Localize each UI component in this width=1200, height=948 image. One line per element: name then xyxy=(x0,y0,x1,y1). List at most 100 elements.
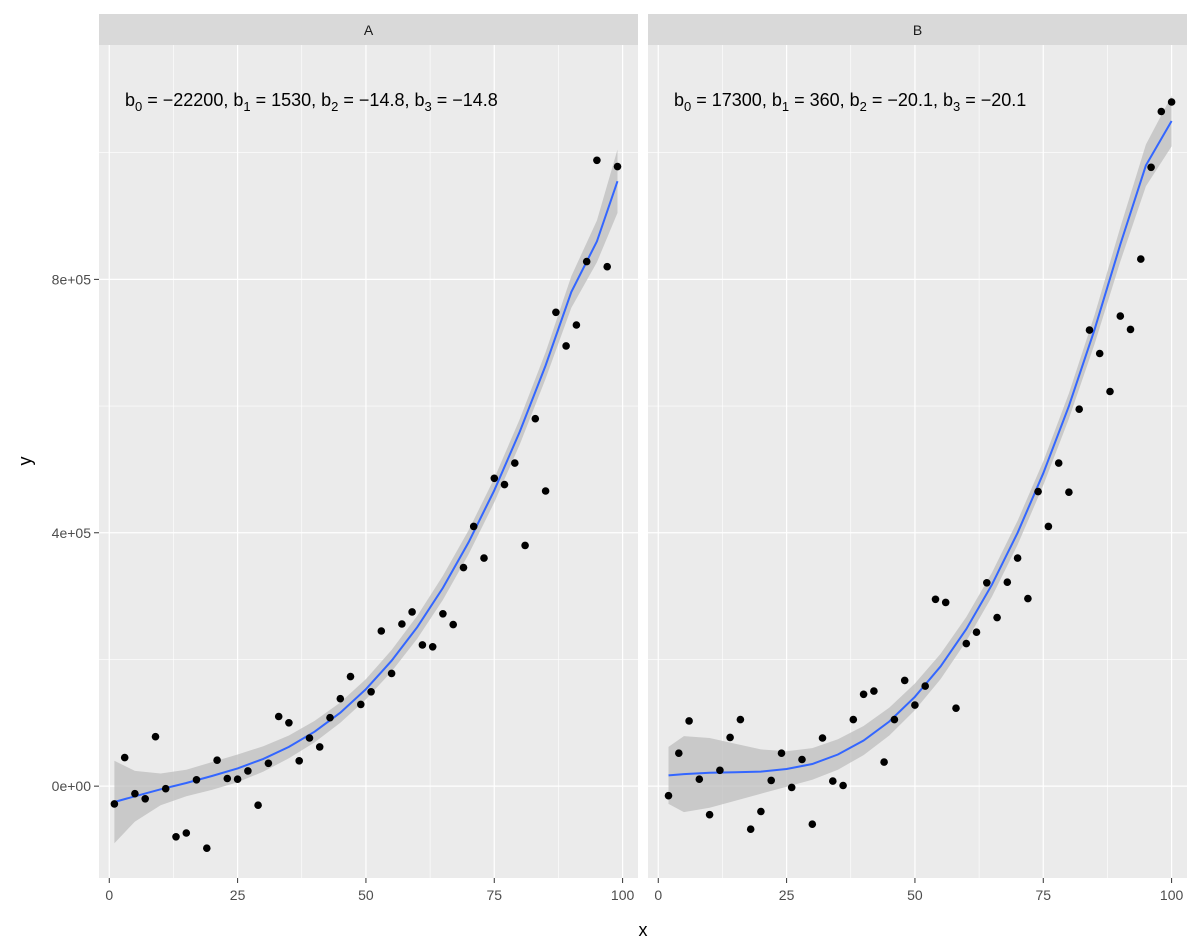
data-point xyxy=(705,810,714,819)
data-point xyxy=(223,774,232,783)
b3-value: = −20.1 xyxy=(960,90,1026,110)
data-point xyxy=(387,669,396,678)
data-point xyxy=(285,719,293,727)
panel-b-background xyxy=(648,45,1187,878)
data-point xyxy=(428,643,437,651)
data-point xyxy=(408,608,416,616)
data-point xyxy=(972,628,981,636)
b3-subscript: 3 xyxy=(953,99,960,114)
data-point xyxy=(295,757,304,765)
data-point xyxy=(305,734,314,742)
data-point xyxy=(521,541,529,550)
data-point xyxy=(829,777,837,785)
data-point xyxy=(469,522,478,531)
x-tick-label: 0 xyxy=(654,887,662,903)
data-point xyxy=(685,717,693,725)
data-point xyxy=(757,807,765,816)
data-point xyxy=(131,789,139,798)
data-point xyxy=(1034,487,1042,496)
data-point xyxy=(572,321,581,329)
b3-label: b xyxy=(414,90,424,110)
data-point xyxy=(726,733,734,742)
data-point xyxy=(1126,325,1135,334)
x-tick-label: 50 xyxy=(907,887,923,903)
data-point xyxy=(172,833,180,841)
data-point xyxy=(613,162,622,171)
data-point xyxy=(818,734,827,742)
x-axis-title: x xyxy=(639,920,648,940)
data-point xyxy=(1167,98,1176,106)
data-point xyxy=(480,554,488,562)
strip-a-background xyxy=(99,14,638,45)
data-point xyxy=(541,487,550,495)
data-point xyxy=(490,474,499,483)
b3-label: b xyxy=(943,90,953,110)
panel-b-x-axis: 0 25 50 75 100 xyxy=(654,878,1183,903)
data-point xyxy=(900,676,909,685)
data-point xyxy=(439,610,447,618)
data-point xyxy=(182,829,191,837)
panel-b-coefficient-annotation: b0 = 17300, b1 = 360, b2 = −20.1, b3 = −… xyxy=(674,90,1026,114)
data-point xyxy=(921,682,929,690)
b2-value: = −14.8, xyxy=(338,90,414,110)
data-point xyxy=(254,801,262,809)
facet-panel-a: A b0 = −22200, b1 = 1530, b2 = −14.8, b3… xyxy=(99,14,638,903)
facet-panel-b: B b0 = 17300, b1 = 360, b2 = −20.1, b3 =… xyxy=(648,14,1187,903)
b1-label: b xyxy=(772,90,782,110)
data-point xyxy=(849,715,858,724)
b0-value: = 17300, xyxy=(691,90,772,110)
strip-b-background xyxy=(648,14,1187,45)
b2-subscript: 2 xyxy=(331,99,338,114)
data-point xyxy=(952,704,960,712)
data-point xyxy=(192,776,201,784)
data-point xyxy=(983,579,991,587)
data-point xyxy=(962,639,971,648)
data-point xyxy=(839,781,847,790)
data-point xyxy=(941,598,950,607)
b3-subscript: 3 xyxy=(424,99,431,114)
data-point xyxy=(798,755,806,764)
data-point xyxy=(1065,488,1073,497)
strip-a-label: A xyxy=(364,22,374,38)
x-tick-label: 25 xyxy=(779,887,795,903)
data-point xyxy=(880,758,888,766)
data-point xyxy=(213,756,221,764)
data-point xyxy=(161,784,170,793)
data-point xyxy=(500,480,509,489)
data-point xyxy=(777,749,786,757)
x-tick-label: 50 xyxy=(358,887,374,903)
y-tick-label: 0e+00 xyxy=(52,778,92,794)
b0-subscript: 0 xyxy=(135,99,142,114)
data-point xyxy=(552,308,560,317)
b2-label: b xyxy=(321,90,331,110)
b3-value: = −14.8 xyxy=(432,90,498,110)
x-tick-label: 25 xyxy=(230,887,246,903)
data-point xyxy=(870,687,878,695)
panel-a-confidence-ribbon xyxy=(114,149,618,844)
data-point xyxy=(890,715,899,724)
data-point xyxy=(859,690,868,699)
data-point xyxy=(336,694,345,703)
data-point xyxy=(1003,578,1012,586)
b1-subscript: 1 xyxy=(782,99,789,114)
data-point xyxy=(767,776,775,785)
data-point xyxy=(110,800,119,808)
data-point xyxy=(808,820,817,828)
data-point xyxy=(911,701,919,709)
data-point xyxy=(716,766,724,775)
data-point xyxy=(377,627,386,635)
data-point xyxy=(1116,312,1125,320)
data-point xyxy=(151,732,160,741)
data-point xyxy=(1054,459,1063,467)
b0-label: b xyxy=(125,90,135,110)
panel-b-points xyxy=(664,98,1176,833)
data-point xyxy=(264,759,273,768)
data-point xyxy=(459,563,468,572)
strip-b-label: B xyxy=(913,22,922,38)
data-point xyxy=(398,620,406,628)
b2-label: b xyxy=(850,90,860,110)
data-point xyxy=(346,672,355,681)
b0-subscript: 0 xyxy=(684,99,691,114)
x-tick-label: 0 xyxy=(105,887,113,903)
data-point xyxy=(531,414,540,423)
